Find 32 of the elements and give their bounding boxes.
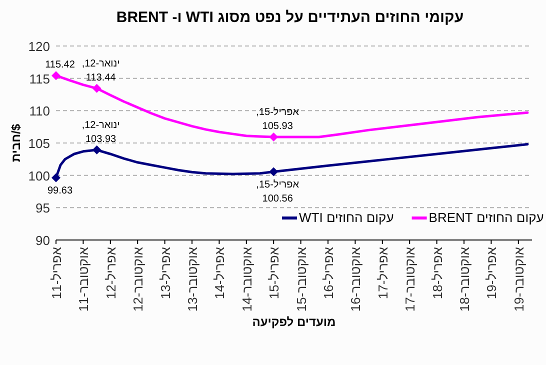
x-tick-label: אוקטובר-13 [185,247,200,312]
x-axis-title: מועדים לפקיעה [252,315,336,329]
x-tick-label: אפריל-19 [484,247,500,300]
y-axis-title: $/חבית [9,124,23,162]
legend-label: עקום החוזים BRENT [428,210,544,225]
y-tick-label: 95 [36,200,50,216]
y-tick-label: 120 [28,39,50,54]
y-tick-label: 105 [28,136,50,151]
y-tick-label: 100 [28,168,50,184]
x-tick-label: אוקטובר-15 [294,247,309,312]
x-tick-label: אוקטובר-16 [348,247,364,312]
x-tick-label: אפריל-18 [430,247,445,300]
x-tick-label: אוקטובר-11 [76,247,92,312]
x-tick-label: אוקטובר-19 [511,247,526,312]
x-tick-label: אפריל-16 [321,247,336,300]
x-tick-label: אפריל-17 [375,247,390,300]
y-tick-label: 110 [29,104,50,119]
annotation: 115.42 [45,60,75,71]
x-tick-label: אפריל-11 [49,247,64,300]
x-tick-label: אפריל-13 [158,247,173,300]
annotation: 99.63 [47,186,73,197]
x-tick-label: אפריל-15 [266,247,282,300]
x-tick-label: אוקטובר-17 [402,247,418,312]
y-tick-label: 115 [29,71,50,86]
x-tick-label: אפריל-14 [212,247,228,300]
title: עקומי החוזים העתידיים על נפט מסוג WTI ו- BRENT [116,9,464,26]
legend-label: עקום החוזים WTI [299,210,394,225]
x-tick-label: אוקטובר-12 [130,247,146,312]
x-tick-label: אוקטובר-18 [457,247,472,312]
x-tick-label: אוקטובר-14 [239,247,254,312]
x-tick-label: אפריל-12 [103,247,118,300]
y-tick-label: 90 [36,233,50,248]
